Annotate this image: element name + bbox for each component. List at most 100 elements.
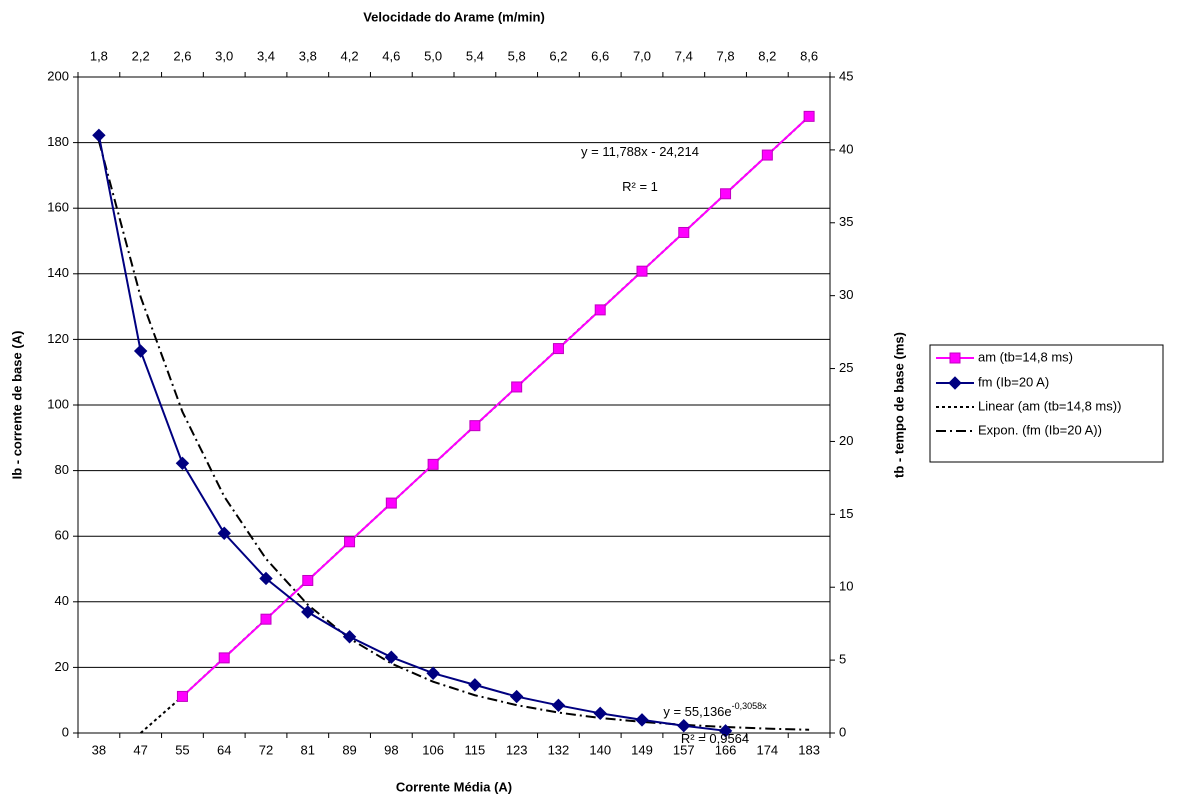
- x2-tick-label: 3,0: [215, 48, 233, 63]
- top-axis-title: Velocidade do Arame (m/min): [363, 9, 545, 24]
- x-tick-label: 132: [548, 742, 570, 757]
- x-tick-label: 166: [715, 742, 737, 757]
- legend-entry: am (tb=14,8 ms): [936, 349, 1073, 364]
- annotation-text: y = 11,788x - 24,214: [581, 144, 699, 159]
- marker: [175, 456, 190, 471]
- y-tick-label: 40: [55, 593, 69, 608]
- marker: [677, 719, 691, 733]
- marker: [469, 420, 481, 432]
- marker: [176, 690, 188, 702]
- marker: [803, 110, 815, 122]
- legend-label: am (tb=14,8 ms): [978, 349, 1073, 364]
- y-axis-title: Ib - corrente de base (A): [9, 331, 24, 480]
- y2-tick-label: 30: [839, 287, 853, 302]
- x-axis-title: Corrente Média (A): [396, 779, 512, 794]
- x2-tick-label: 7,0: [633, 48, 651, 63]
- marker: [718, 724, 733, 738]
- x2-tick-label: 8,6: [800, 48, 818, 63]
- x-tick-label: 123: [506, 742, 528, 757]
- marker: [342, 630, 357, 644]
- marker: [260, 613, 272, 625]
- marker: [217, 526, 231, 540]
- marker: [133, 344, 148, 358]
- y2-tick-label: 25: [839, 360, 853, 375]
- x2-tick-label: 1,8: [90, 48, 108, 63]
- marker: [302, 574, 314, 586]
- x-tick-label: 98: [384, 742, 398, 757]
- marker: [552, 343, 564, 355]
- marker: [678, 226, 690, 238]
- legend-entry: fm (Ib=20 A): [936, 374, 1049, 390]
- x-tick-label: 157: [673, 742, 695, 757]
- marker: [948, 376, 962, 390]
- x-tick-label: 64: [217, 742, 231, 757]
- x-tick-label: 140: [589, 742, 611, 757]
- x2-tick-label: 3,4: [257, 48, 275, 63]
- marker: [720, 188, 732, 200]
- y-tick-label: 120: [47, 331, 69, 346]
- y2-tick-label: 10: [839, 579, 853, 594]
- y-tick-label: 160: [47, 200, 69, 215]
- y-tick-label: 20: [55, 659, 69, 674]
- x2-tick-label: 7,4: [675, 48, 693, 63]
- y-tick-label: 80: [55, 462, 69, 477]
- marker: [301, 605, 315, 619]
- y-tick-label: 100: [47, 396, 69, 411]
- marker: [594, 304, 606, 316]
- x-tick-label: 115: [465, 742, 486, 757]
- annotation: y = 11,788x - 24,214: [581, 144, 699, 159]
- x2-tick-label: 6,6: [591, 48, 609, 63]
- x-tick-label: 38: [92, 742, 106, 757]
- series-line: [181, 115, 810, 698]
- annotation-sup: -0,3058x: [732, 701, 768, 711]
- x2-tick-label: 2,6: [173, 48, 191, 63]
- annotation: R² = 1: [622, 179, 658, 194]
- y2-tick-label: 40: [839, 141, 853, 156]
- x-tick-label: 149: [631, 742, 653, 757]
- series-line: [97, 135, 726, 732]
- marker: [259, 571, 273, 586]
- marker: [636, 265, 648, 277]
- x-tick-label: 47: [133, 742, 147, 757]
- marker: [551, 698, 566, 713]
- x2-tick-label: 2,2: [132, 48, 150, 63]
- x-tick-label: 81: [301, 742, 315, 757]
- y-tick-label: 180: [47, 134, 69, 149]
- y2-tick-label: 45: [839, 68, 853, 83]
- x-tick-label: 89: [342, 742, 356, 757]
- annotation-text: R² = 1: [622, 179, 658, 194]
- marker: [385, 497, 397, 509]
- annotation-text: R² = 0,9564: [681, 731, 749, 746]
- legend-label: Linear (am (tb=14,8 ms)): [978, 398, 1121, 413]
- trendline: [97, 140, 810, 731]
- marker: [593, 706, 607, 721]
- marker: [949, 352, 961, 364]
- marker: [427, 458, 439, 470]
- legend-entry: Expon. (fm (Ib=20 A)): [936, 422, 1102, 437]
- x-tick-label: 72: [259, 742, 273, 757]
- x-tick-label: 174: [756, 742, 778, 757]
- legend-entry: Linear (am (tb=14,8 ms)): [936, 398, 1121, 413]
- y2-tick-label: 5: [839, 652, 846, 667]
- y-tick-label: 140: [47, 265, 69, 280]
- y2-tick-label: 20: [839, 433, 853, 448]
- marker: [509, 689, 524, 704]
- marker: [511, 381, 523, 393]
- x2-tick-label: 5,8: [508, 48, 526, 63]
- y-tick-label: 60: [55, 528, 69, 543]
- marker: [344, 536, 356, 548]
- x2-tick-label: 4,2: [341, 48, 359, 63]
- y-tick-label: 200: [47, 68, 69, 83]
- x-tick-label: 106: [422, 742, 444, 757]
- x-tick-label: 183: [798, 742, 820, 757]
- x2-tick-label: 5,0: [424, 48, 442, 63]
- annotation-text: y = 55,136e: [663, 704, 731, 719]
- marker: [761, 149, 773, 161]
- annotation: y = 55,136e-0,3058x: [663, 701, 767, 719]
- marker: [218, 652, 230, 664]
- legend-label: Expon. (fm (Ib=20 A)): [978, 422, 1102, 437]
- y-tick-label: 0: [62, 724, 69, 739]
- y2-tick-label: 35: [839, 214, 853, 229]
- legend-label: fm (Ib=20 A): [978, 374, 1049, 389]
